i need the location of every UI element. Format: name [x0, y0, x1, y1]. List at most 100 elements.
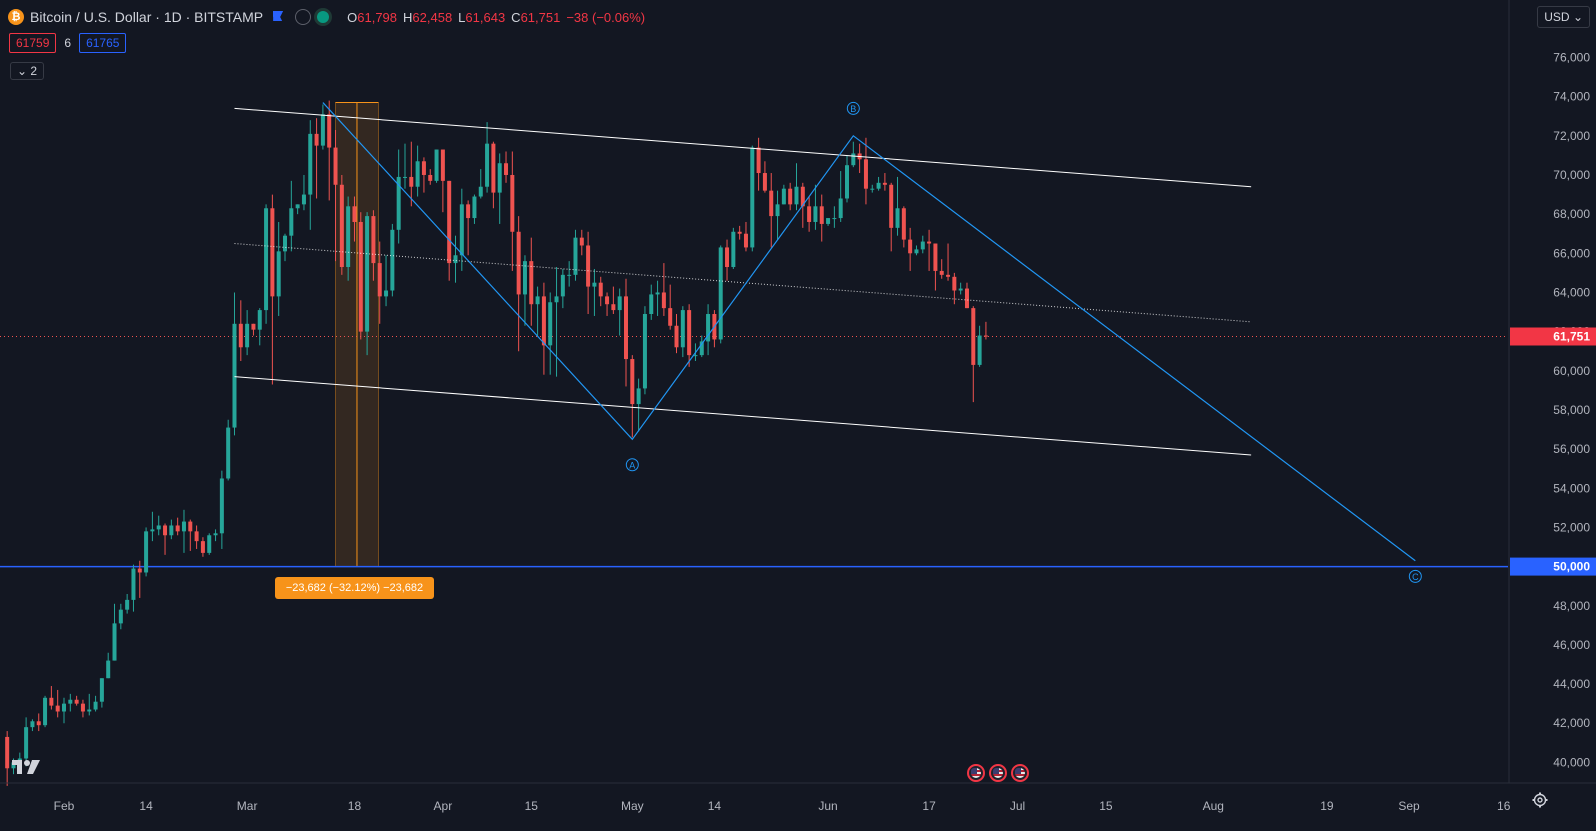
candle-body — [11, 762, 16, 769]
candle-body — [163, 525, 168, 536]
candle-body — [428, 174, 433, 181]
candle-body — [592, 282, 597, 287]
us-flag-icon[interactable] — [967, 764, 985, 782]
candle-body — [301, 194, 306, 205]
indicators-toggle[interactable]: ⌄ 2 — [10, 62, 45, 80]
candle-body — [920, 241, 925, 250]
candle-body — [535, 296, 540, 305]
candle-body — [901, 208, 906, 240]
candle-body — [112, 623, 117, 661]
wave-label-b: B — [850, 104, 856, 114]
candle-body — [137, 568, 142, 573]
candle-body — [327, 114, 332, 148]
candle-body — [933, 243, 938, 271]
time-tick-label: Jul — [1010, 799, 1025, 813]
candle-body — [320, 114, 325, 146]
time-tick-label: Jun — [818, 799, 837, 813]
channel-upper-line — [234, 107, 1252, 188]
time-tick-label: 16 — [1497, 799, 1511, 813]
candle-body — [725, 247, 730, 268]
candle-body — [188, 521, 193, 532]
candle-body — [30, 721, 35, 728]
time-tick-label: 15 — [1099, 799, 1113, 813]
candle-body — [964, 288, 969, 309]
candle-body — [365, 216, 370, 332]
candle-body — [731, 231, 736, 268]
candle-body — [384, 290, 389, 297]
time-tick-label: May — [621, 799, 644, 813]
candle-body — [794, 186, 799, 205]
time-tick-label: Mar — [237, 799, 258, 813]
candle-body — [276, 251, 281, 297]
sell-button[interactable]: 61759 — [9, 33, 57, 53]
candle-body — [472, 196, 477, 219]
candle-body — [207, 535, 212, 553]
candles-group — [5, 100, 988, 786]
wave-label-c: C — [1412, 572, 1419, 582]
price-tick-label: 68,000 — [1553, 207, 1590, 221]
candle-body — [251, 323, 256, 330]
candle-body — [863, 159, 868, 189]
candle-body — [706, 314, 711, 342]
candle-body — [49, 697, 54, 706]
price-tick-label: 42,000 — [1553, 716, 1590, 730]
candle-body — [788, 188, 793, 205]
chevron-down-icon: ⌄ — [1572, 10, 1583, 24]
high-label: H — [403, 9, 413, 25]
candle-body — [434, 149, 439, 181]
candle-body — [213, 533, 218, 536]
open-label: O — [347, 9, 358, 25]
time-tick-label: 15 — [525, 799, 539, 813]
candle-body — [93, 701, 98, 710]
candle-body — [750, 147, 755, 248]
eye-icon[interactable] — [295, 9, 312, 25]
candle-body — [876, 182, 881, 189]
candle-body — [927, 241, 932, 244]
channel-mid-line — [234, 243, 1252, 323]
candle-body — [807, 206, 812, 222]
gear-icon[interactable] — [1532, 792, 1548, 808]
candle-body — [270, 208, 275, 297]
candle-body — [402, 176, 407, 178]
us-flag-icon[interactable] — [989, 764, 1007, 782]
candle-body — [390, 229, 395, 291]
candle-body — [245, 323, 250, 348]
wave-label-a: A — [629, 460, 635, 470]
candle-body — [756, 147, 761, 174]
candle-body — [352, 206, 357, 222]
us-flag-icon[interactable] — [1011, 764, 1029, 782]
candle-body — [358, 221, 363, 332]
open-value: 61,798 — [357, 9, 398, 25]
time-tick-label: Feb — [54, 799, 75, 813]
candle-body — [882, 182, 887, 185]
candle-body — [567, 274, 572, 276]
level-price-label: 50,000 — [1553, 560, 1590, 574]
candle-body — [826, 218, 831, 224]
candle-body — [674, 325, 679, 348]
price-tick-label: 76,000 — [1553, 51, 1590, 65]
candle-body — [478, 186, 483, 197]
candle-body — [522, 261, 527, 295]
close-label: C — [511, 9, 521, 25]
candle-body — [554, 296, 559, 303]
candle-body — [131, 568, 136, 600]
currency-select[interactable]: USD ⌄ — [1537, 6, 1590, 28]
candle-body — [908, 239, 913, 254]
market-status-dot — [317, 11, 330, 23]
candle-body — [24, 727, 29, 759]
wave-label-circle — [846, 101, 860, 115]
candle-body — [845, 165, 850, 199]
measure-label: −23,682 (−32.12%) −23,682 — [275, 577, 434, 599]
flag-icon[interactable] — [273, 11, 284, 23]
buy-button[interactable]: 61765 — [79, 33, 127, 53]
symbol-title[interactable]: Bitcoin / U.S. Dollar · 1D · BITSTAMP — [30, 9, 264, 25]
candle-body — [813, 206, 818, 222]
price-tick-label: 58,000 — [1553, 403, 1590, 417]
economic-events — [967, 764, 1033, 782]
candle-body — [870, 188, 875, 190]
candle-body — [977, 335, 982, 365]
candle-body — [952, 276, 957, 291]
candle-body — [238, 323, 243, 348]
candle-body — [895, 208, 900, 228]
